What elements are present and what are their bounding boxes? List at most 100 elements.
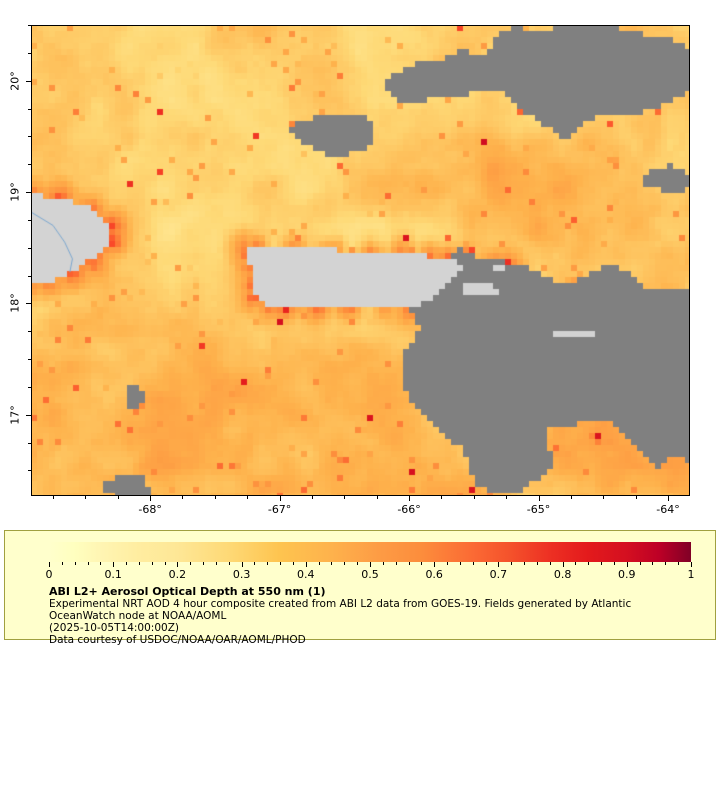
x-axis-tick-minor: [635, 496, 637, 499]
colorbar-tick-minor: [421, 562, 423, 565]
aod-map-panel: [31, 25, 690, 496]
y-axis-tick-minor: [28, 52, 31, 54]
y-axis-tick-major: [26, 192, 31, 194]
x-axis-tick-minor: [85, 496, 87, 499]
colorbar-tick-minor: [395, 562, 397, 565]
colorbar-tick-label: 0.2: [168, 568, 187, 581]
colorbar-tick-minor: [575, 562, 577, 565]
y-axis-label: 20°: [8, 70, 22, 91]
colorbar-tick-minor: [344, 562, 346, 565]
x-axis-label: -67°: [267, 503, 292, 516]
colorbar-tick-minor: [459, 562, 461, 565]
colorbar-tick-minor: [588, 562, 590, 565]
x-axis-tick-minor: [344, 496, 346, 499]
x-axis-tick-minor: [311, 496, 313, 499]
y-axis-tick-minor: [28, 331, 31, 333]
colorbar-tick-minor: [164, 562, 166, 565]
colorbar-tick-label: 1: [687, 568, 695, 581]
y-axis-tick-minor: [28, 470, 31, 472]
y-axis-label: 18°: [8, 293, 22, 314]
colorbar-tick-minor: [549, 562, 551, 565]
colorbar-tick-minor: [215, 562, 217, 565]
colorbar-tick-minor: [87, 562, 89, 565]
x-axis-tick-major: [279, 496, 281, 501]
colorbar-tick-label: 0: [45, 568, 53, 581]
colorbar-tick-minor: [601, 562, 603, 565]
legend-panel: 0 0.1 0.2 0.3 0.4 0.5 0.6 0.7 0.8 0.9 1 ABI L2+ Ae…: [4, 530, 716, 646]
legend-courtesy: Data courtesy of USDOC/NOAA/OAR/AOML/PHO…: [49, 634, 306, 646]
colorbar-tick-minor: [74, 562, 76, 565]
colorbar-tick-major: [691, 562, 692, 567]
legend-description-line-2: OceanWatch node at NOAA/AOML: [49, 610, 227, 622]
y-axis-tick-minor: [28, 164, 31, 166]
colorbar-tick-minor: [190, 562, 192, 565]
colorbar-tick-minor: [613, 562, 615, 565]
colorbar-tick-minor: [524, 562, 526, 565]
y-axis-tick-minor: [28, 136, 31, 138]
y-axis-tick-minor: [28, 108, 31, 110]
colorbar-tick-minor: [138, 562, 140, 565]
y-axis-tick-minor: [28, 359, 31, 361]
y-axis-tick-minor: [28, 219, 31, 221]
y-axis-tick-major: [26, 414, 31, 416]
x-axis-tick-minor: [473, 496, 475, 499]
legend-title: ABI L2+ Aerosol Optical Depth at 550 nm …: [49, 585, 326, 598]
colorbar-tick-minor: [652, 562, 654, 565]
colorbar-tick-minor: [382, 562, 384, 565]
colorbar-tick-major: [305, 562, 307, 567]
colorbar-tick-minor: [280, 562, 282, 565]
colorbar-tick-major: [241, 562, 243, 567]
colorbar-tick-minor: [408, 562, 410, 565]
colorbar-tick-label: 0.9: [618, 568, 636, 581]
x-axis-tick-minor: [53, 496, 54, 499]
x-axis-tick-major: [667, 496, 669, 501]
legend-text-block: ABI L2+ Aerosol Optical Depth at 550 nm …: [49, 585, 709, 646]
colorbar-tick-major: [434, 562, 436, 567]
colorbar-tick-minor: [228, 562, 230, 565]
x-axis-tick-minor: [247, 496, 249, 499]
x-axis-tick-major: [150, 496, 152, 501]
colorbar-tick-label: 0.3: [232, 568, 251, 581]
colorbar-tick-label: 0.1: [104, 568, 122, 581]
legend-timestamp: (2025-10-05T14:00:00Z): [49, 622, 179, 634]
y-axis-tick-minor: [28, 442, 31, 444]
x-axis-label: -64°: [656, 503, 680, 516]
colorbar-tick-minor: [318, 562, 320, 565]
colorbar-tick-label: 0.5: [361, 568, 379, 581]
x-axis-label: -66°: [397, 503, 421, 516]
x-axis-tick-minor: [441, 496, 443, 499]
x-axis-tick-minor: [603, 496, 605, 499]
colorbar-tick-minor: [485, 562, 487, 565]
colorbar-tick-minor: [203, 562, 205, 565]
x-axis-tick-major: [538, 496, 540, 501]
colorbar-tick-major: [49, 562, 50, 567]
colorbar-tick-minor: [639, 562, 641, 565]
x-axis-tick-minor: [214, 496, 216, 499]
colorbar-tick-minor: [357, 562, 359, 565]
y-axis-tick-minor: [28, 25, 31, 26]
colorbar-tick-major: [498, 562, 500, 567]
x-axis-tick-minor: [376, 496, 378, 499]
y-axis-label: 19°: [8, 182, 22, 202]
legend-description-line-1: Experimental NRT AOD 4 hour composite cr…: [49, 598, 632, 610]
colorbar-tick-minor: [678, 562, 680, 565]
colorbar-tick-major: [177, 562, 179, 567]
aod-colorbar: [49, 542, 691, 562]
colorbar-tick-minor: [267, 562, 269, 565]
colorbar-tick-minor: [151, 562, 153, 565]
y-axis-tick-major: [26, 80, 31, 82]
y-axis-label: 17°: [8, 404, 22, 425]
colorbar-tick-label: 0.4: [297, 568, 315, 581]
colorbar-tick-minor: [511, 562, 513, 565]
colorbar-tick-minor: [665, 562, 667, 565]
aod-heatmap-canvas: [31, 25, 690, 496]
colorbar-tick-major: [626, 562, 628, 567]
colorbar-tick-minor: [536, 562, 538, 565]
x-axis-label: -68°: [138, 503, 162, 516]
x-axis-tick-minor: [182, 496, 184, 499]
colorbar-tick-minor: [331, 562, 333, 565]
colorbar-tick-minor: [472, 562, 474, 565]
x-axis-tick-minor: [506, 496, 508, 499]
colorbar-tick-major: [370, 562, 371, 567]
colorbar-tick-minor: [126, 562, 128, 565]
